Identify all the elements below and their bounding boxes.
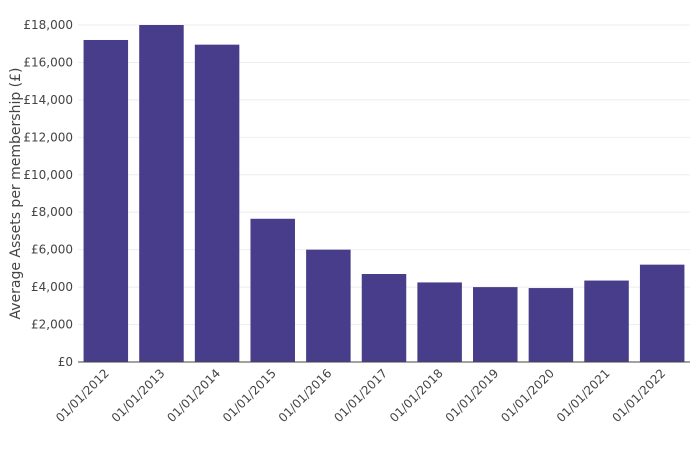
x-tick-label: 01/01/2021 <box>554 366 613 425</box>
y-tick-label: £12,000 <box>23 130 73 144</box>
y-tick-label: £18,000 <box>23 18 73 32</box>
x-tick-labels: 01/01/201201/01/201301/01/201401/01/2015… <box>53 366 668 425</box>
bar[interactable] <box>528 288 574 362</box>
bar[interactable] <box>83 39 129 362</box>
x-tick-label: 01/01/2018 <box>387 366 446 425</box>
bars <box>83 25 685 363</box>
y-tick-labels: £0 £2,000 £4,000 £6,000 £8,000 £10,000 £12,000… <box>23 18 73 369</box>
y-tick-label: £14,000 <box>23 93 73 107</box>
x-tick-label: 01/01/2015 <box>220 366 279 425</box>
bar[interactable] <box>250 218 295 362</box>
y-tick-label: £0 <box>58 355 73 369</box>
y-tick-label: £4,000 <box>31 280 73 294</box>
bar[interactable] <box>306 249 351 362</box>
y-tick-label: £6,000 <box>31 243 73 257</box>
bar[interactable] <box>473 287 518 362</box>
x-tick-label: 01/01/2016 <box>276 366 335 425</box>
x-tick-label: 01/01/2022 <box>609 366 668 425</box>
y-axis-title: Average Assets per membership (£) <box>8 67 24 319</box>
bar[interactable] <box>194 44 240 363</box>
y-tick-label: £8,000 <box>31 205 73 219</box>
x-tick-label: 01/01/2012 <box>53 366 112 425</box>
bar[interactable] <box>361 274 407 362</box>
x-tick-label: 01/01/2017 <box>331 366 390 425</box>
x-tick-label: 01/01/2013 <box>109 366 168 425</box>
y-tick-label: £2,000 <box>31 318 73 332</box>
bar[interactable] <box>139 25 184 362</box>
x-tick-label: 01/01/2020 <box>498 366 557 425</box>
x-tick-label: 01/01/2014 <box>164 366 223 425</box>
bar[interactable] <box>639 264 685 362</box>
y-tick-label: £10,000 <box>23 168 73 182</box>
y-tick-label: £16,000 <box>23 55 73 69</box>
bar[interactable] <box>417 282 462 362</box>
x-tick-label: 01/01/2019 <box>443 366 502 425</box>
bar[interactable] <box>584 280 629 362</box>
